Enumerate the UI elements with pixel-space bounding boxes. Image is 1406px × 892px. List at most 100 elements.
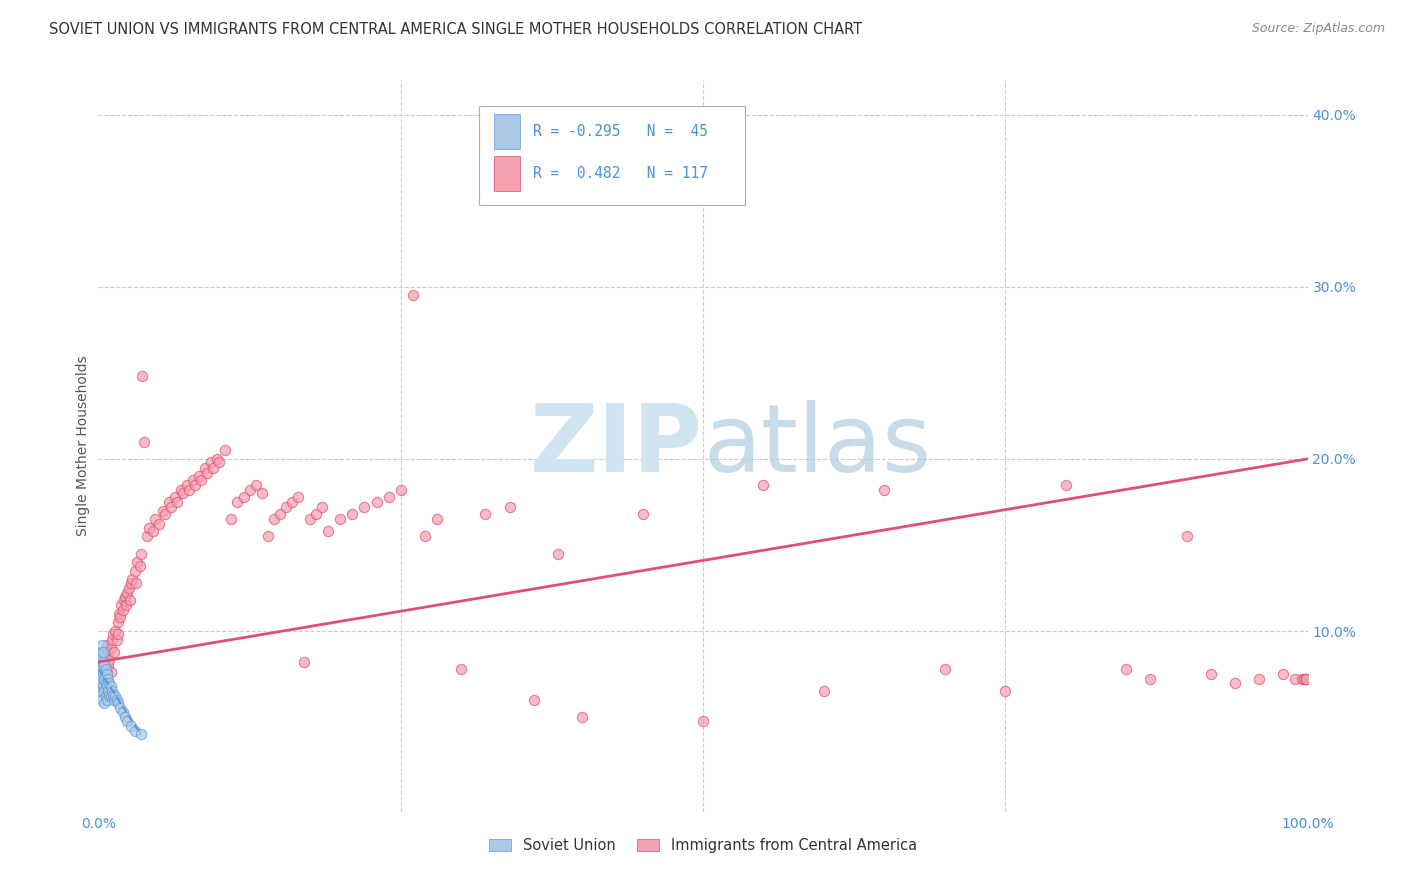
Point	[873, 483, 896, 497]
Point	[93, 672, 115, 686]
Point	[118, 581, 141, 595]
Text: atlas: atlas	[703, 400, 931, 492]
Point	[200, 455, 222, 469]
Point	[91, 679, 114, 693]
Text: R = -0.295   N =  45: R = -0.295 N = 45	[533, 124, 707, 139]
Point	[96, 679, 118, 693]
Point	[91, 645, 114, 659]
Point	[91, 667, 114, 681]
Point	[1139, 672, 1161, 686]
Point	[128, 558, 150, 573]
Point	[91, 655, 114, 669]
Point	[94, 662, 117, 676]
Point	[100, 690, 122, 704]
Point	[129, 547, 152, 561]
Point	[305, 507, 328, 521]
Point	[96, 638, 118, 652]
Point	[1295, 672, 1317, 686]
Point	[181, 473, 204, 487]
Text: SOVIET UNION VS IMMIGRANTS FROM CENTRAL AMERICA SINGLE MOTHER HOUSEHOLDS CORRELA: SOVIET UNION VS IMMIGRANTS FROM CENTRAL …	[49, 22, 862, 37]
Point	[107, 615, 129, 630]
Point	[184, 477, 207, 491]
Point	[96, 667, 118, 681]
Point	[96, 693, 118, 707]
Point	[299, 512, 322, 526]
Point	[1272, 667, 1295, 681]
Point	[281, 495, 304, 509]
Point	[274, 500, 297, 514]
Point	[124, 723, 146, 738]
Point	[1295, 672, 1317, 686]
Bar	[494, 114, 520, 149]
Text: Source: ZipAtlas.com: Source: ZipAtlas.com	[1251, 22, 1385, 36]
Point	[89, 679, 111, 693]
Point	[377, 490, 399, 504]
Point	[97, 645, 120, 659]
Point	[342, 507, 364, 521]
Point	[1295, 672, 1317, 686]
Point	[153, 507, 176, 521]
Text: R =  0.482   N = 117: R = 0.482 N = 117	[533, 167, 707, 181]
Point	[115, 598, 138, 612]
Point	[163, 490, 186, 504]
Point	[120, 575, 142, 590]
Point	[152, 503, 174, 517]
Text: ZIP: ZIP	[530, 400, 703, 492]
Point	[97, 658, 120, 673]
Point	[263, 512, 285, 526]
Point	[101, 688, 124, 702]
Point	[98, 675, 121, 690]
Point	[114, 590, 136, 604]
Point	[202, 460, 225, 475]
Point	[103, 693, 125, 707]
Point	[108, 610, 131, 624]
Point	[256, 529, 278, 543]
Point	[91, 638, 114, 652]
Point	[474, 507, 496, 521]
Point	[232, 490, 254, 504]
Point	[134, 434, 156, 449]
Point	[117, 586, 139, 600]
Point	[194, 460, 217, 475]
Bar	[494, 156, 520, 192]
Point	[94, 645, 117, 659]
Point	[96, 662, 118, 676]
Point	[148, 517, 170, 532]
Point	[426, 512, 449, 526]
Point	[214, 443, 236, 458]
Point	[1249, 672, 1271, 686]
Point	[103, 645, 125, 659]
Point	[311, 500, 333, 514]
Point	[450, 662, 472, 676]
Point	[89, 667, 111, 681]
Point	[143, 512, 166, 526]
Point	[402, 288, 425, 302]
Point	[105, 632, 128, 647]
Point	[498, 500, 520, 514]
Point	[1175, 529, 1198, 543]
Point	[100, 641, 122, 656]
Point	[100, 632, 122, 647]
Point	[353, 500, 375, 514]
Point	[110, 598, 132, 612]
Point	[93, 684, 115, 698]
Point	[97, 684, 120, 698]
FancyBboxPatch shape	[479, 106, 745, 204]
Point	[190, 473, 212, 487]
Point	[98, 653, 121, 667]
Point	[90, 658, 112, 673]
Point	[160, 500, 183, 514]
Point	[547, 547, 569, 561]
Point	[91, 662, 114, 676]
Point	[111, 603, 134, 617]
Point	[1199, 667, 1222, 681]
Point	[1115, 662, 1137, 676]
Point	[90, 684, 112, 698]
Point	[292, 655, 315, 669]
Point	[523, 693, 546, 707]
Point	[91, 693, 114, 707]
Point	[101, 627, 124, 641]
Point	[142, 524, 165, 539]
Point	[93, 675, 115, 690]
Point	[1054, 477, 1077, 491]
